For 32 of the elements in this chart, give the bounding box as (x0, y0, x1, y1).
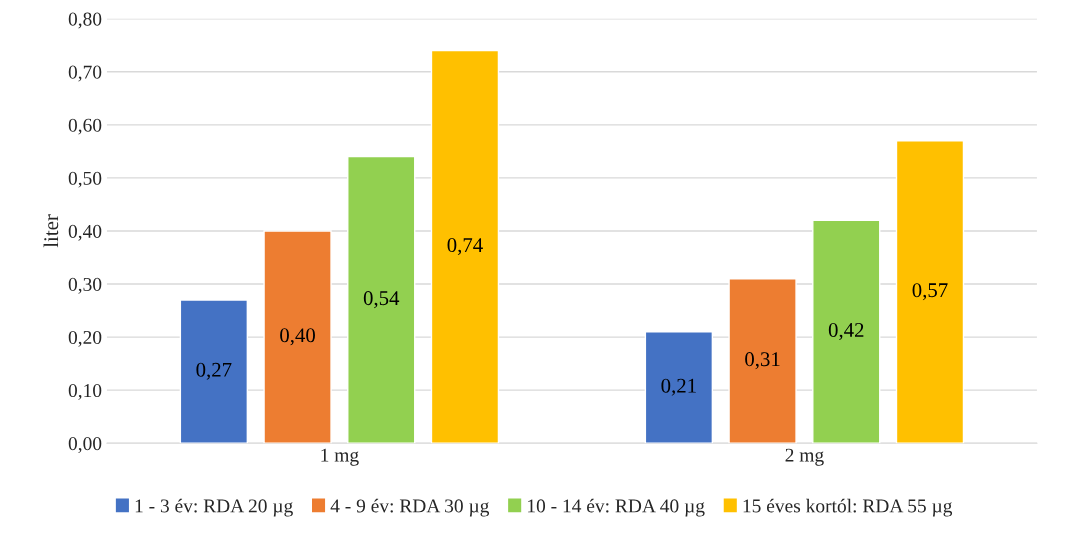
y-tick-label: 0,80 (68, 12, 102, 29)
y-tick-label: 0,30 (68, 277, 102, 294)
bar (895, 140, 965, 444)
data-label: 0,21 (661, 378, 696, 396)
y-tick-label: 0,00 (68, 437, 102, 453)
data-label: 0,54 (363, 291, 400, 309)
y-tick-label: 0,10 (68, 383, 102, 400)
y-tick-label: 0,40 (68, 224, 102, 241)
bar (812, 219, 881, 444)
bar (263, 230, 332, 444)
y-tick-label: 0,20 (68, 330, 102, 347)
legend-label: 4 - 9 év: RDA 30 µg (330, 498, 490, 517)
legend-label: 1 - 3 év: RDA 20 µg (135, 498, 293, 517)
bar (179, 299, 249, 444)
data-label: 0,74 (447, 238, 483, 256)
y-tick-label: 0,70 (68, 65, 102, 82)
data-label: 0,57 (912, 283, 948, 301)
y-tick-label: 0,50 (68, 171, 102, 188)
data-label: 0,42 (828, 322, 864, 340)
data-label: 0,27 (196, 362, 232, 380)
y-axis-title: liter (43, 214, 59, 248)
bar (347, 155, 416, 444)
data-label: 0,40 (280, 328, 315, 346)
bar (644, 331, 714, 444)
x-tick-label: 1 mg (321, 448, 359, 466)
bar (430, 49, 500, 444)
x-tick-label: 2 mg (785, 448, 824, 466)
legend-label: 10 - 14 év: RDA 40 µg (528, 498, 705, 517)
legend-label: 15 éves kortól: RDA 55 µg (743, 498, 953, 517)
y-tick-label: 0,60 (68, 118, 102, 135)
data-label: 0,31 (745, 352, 780, 370)
bar (728, 278, 797, 444)
